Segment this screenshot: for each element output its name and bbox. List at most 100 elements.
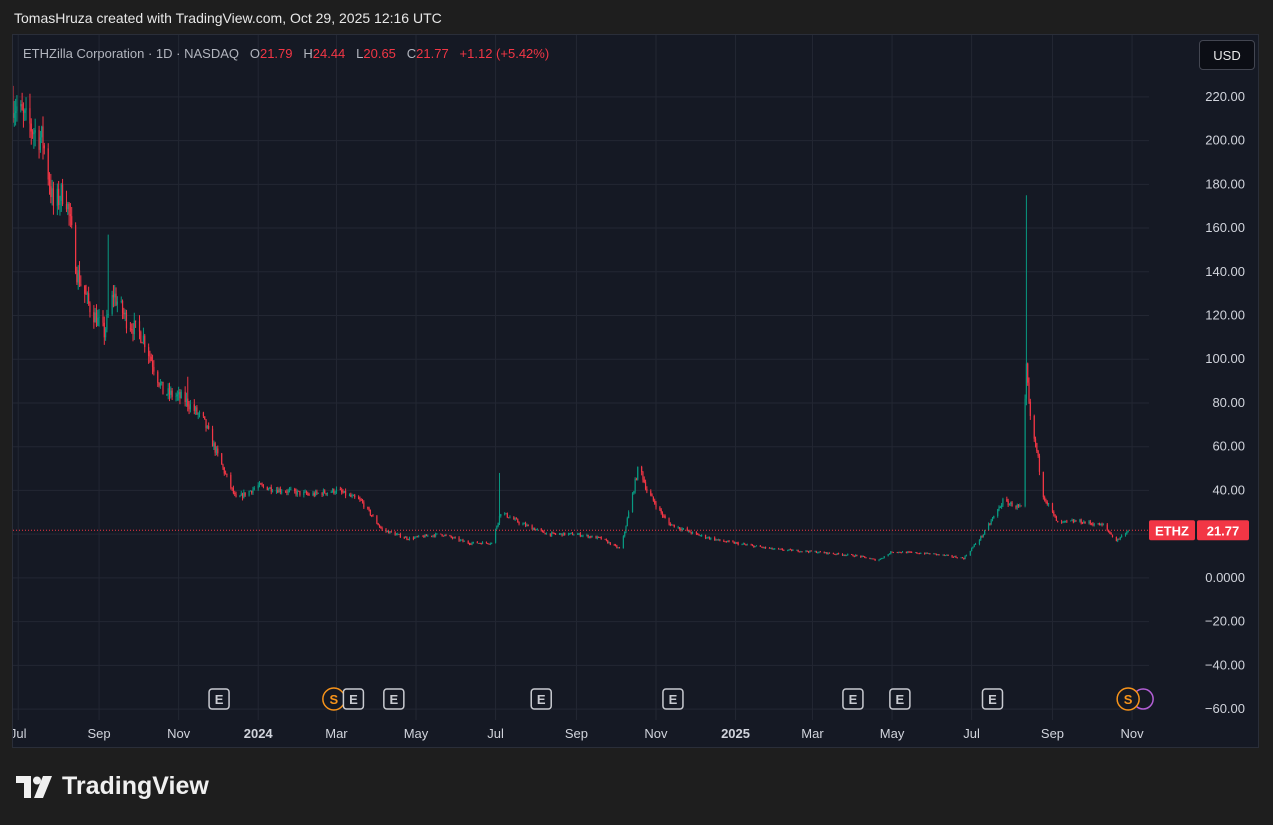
- candle-body: [810, 550, 812, 552]
- candle-body: [1110, 533, 1112, 535]
- candle-body: [134, 320, 137, 322]
- candle-body: [952, 556, 954, 558]
- candle-body: [1020, 505, 1022, 507]
- candle-body: [224, 473, 227, 475]
- currency-button[interactable]: USD: [1199, 40, 1255, 70]
- candle-body: [189, 404, 191, 410]
- candle-body: [367, 507, 369, 509]
- chart-panel[interactable]: −60.00 −40.00 −20.00 0.0000 40.00 60.00 80.00 1…: [12, 34, 1259, 748]
- candle-body: [774, 548, 776, 550]
- candle-body: [1016, 504, 1018, 508]
- candle-body: [881, 558, 883, 560]
- earnings-event-icon: E: [662, 688, 684, 710]
- earnings-event-letter: E: [390, 692, 399, 707]
- candle-body: [761, 546, 763, 548]
- candle-body: [526, 524, 528, 526]
- candle-body: [954, 556, 956, 558]
- candle-body: [879, 558, 881, 560]
- candle-body: [947, 554, 949, 556]
- candle-body: [363, 502, 365, 508]
- candle-body: [605, 539, 608, 541]
- candle-body: [116, 301, 118, 305]
- earnings-event-icon: E: [208, 688, 230, 710]
- candle-body: [205, 419, 207, 428]
- candle-body: [334, 492, 336, 494]
- candle-body: [316, 491, 318, 494]
- candle-body: [34, 130, 36, 133]
- x-tick-label: May: [880, 726, 905, 741]
- candle-body: [314, 491, 317, 496]
- price-chart[interactable]: −60.00 −40.00 −20.00 0.0000 40.00 60.00 80.00 1…: [13, 35, 1258, 747]
- candle-body: [690, 532, 692, 534]
- candle-body: [1070, 520, 1072, 522]
- candle-body: [472, 541, 474, 543]
- candle-body: [240, 493, 242, 496]
- candle-body: [251, 490, 253, 493]
- candle-body: [167, 388, 169, 395]
- candle-body: [1034, 438, 1037, 444]
- candle-body: [854, 555, 857, 557]
- candle-body: [1097, 523, 1099, 525]
- candle-body: [149, 356, 151, 357]
- candle-body: [911, 552, 913, 553]
- y-tick-label: 200.00: [1205, 133, 1245, 148]
- candle-body: [917, 553, 919, 555]
- candle-body: [984, 530, 986, 535]
- x-tick-label: 2024: [244, 726, 274, 741]
- candle-body: [1074, 520, 1076, 523]
- candle-body: [148, 347, 150, 357]
- candle-body: [540, 529, 542, 531]
- tradingview-brand[interactable]: TradingView: [16, 772, 209, 801]
- candle-body: [847, 554, 849, 556]
- candle-body: [234, 493, 236, 495]
- candle-body: [281, 491, 283, 493]
- earnings-event-letter: E: [349, 692, 358, 707]
- candle-body: [395, 534, 398, 536]
- candle-body: [197, 413, 199, 415]
- candle-body: [717, 539, 720, 541]
- candle-body: [185, 398, 188, 403]
- candle-body: [213, 443, 215, 447]
- candle-body: [933, 553, 935, 555]
- candle-body: [990, 520, 992, 524]
- candle-body: [899, 551, 901, 553]
- x-tick-label: May: [404, 726, 429, 741]
- y-tick-label: 100.00: [1205, 351, 1245, 366]
- candle-body: [514, 518, 516, 520]
- candle-body: [462, 539, 464, 542]
- candle-body: [331, 489, 334, 492]
- candle-body: [1024, 398, 1026, 506]
- candle-body: [196, 407, 198, 414]
- candle-body: [304, 491, 306, 493]
- candle-body: [549, 533, 551, 536]
- candle-body: [513, 517, 515, 520]
- candle-body: [235, 494, 237, 497]
- candle-body: [725, 541, 728, 543]
- candle-body: [1061, 521, 1063, 523]
- candle-body: [1118, 538, 1120, 540]
- candle-body: [488, 543, 490, 545]
- candle-body: [641, 466, 643, 472]
- candle-body: [249, 490, 251, 492]
- candle-body: [471, 542, 473, 545]
- x-tick-label: Sep: [565, 726, 588, 741]
- candle-body: [317, 493, 319, 494]
- candle-body: [770, 547, 772, 549]
- candle-body: [406, 537, 408, 540]
- y-tick-label: 80.00: [1212, 395, 1245, 410]
- candle-body: [414, 537, 416, 539]
- candle-body: [376, 516, 378, 524]
- candle-body: [1036, 443, 1038, 451]
- split-event-icon: S: [1116, 687, 1154, 711]
- candle-body: [508, 517, 510, 519]
- candle-body: [577, 534, 579, 535]
- candle-body: [918, 553, 921, 555]
- candle-body: [275, 489, 278, 492]
- candle-body: [745, 544, 747, 546]
- earnings-event-box: [889, 688, 911, 710]
- candle-body: [142, 335, 145, 343]
- split-event-icon: S: [322, 687, 346, 711]
- candle-body: [151, 360, 154, 367]
- candle-body: [350, 494, 352, 497]
- candle-body: [1083, 521, 1085, 524]
